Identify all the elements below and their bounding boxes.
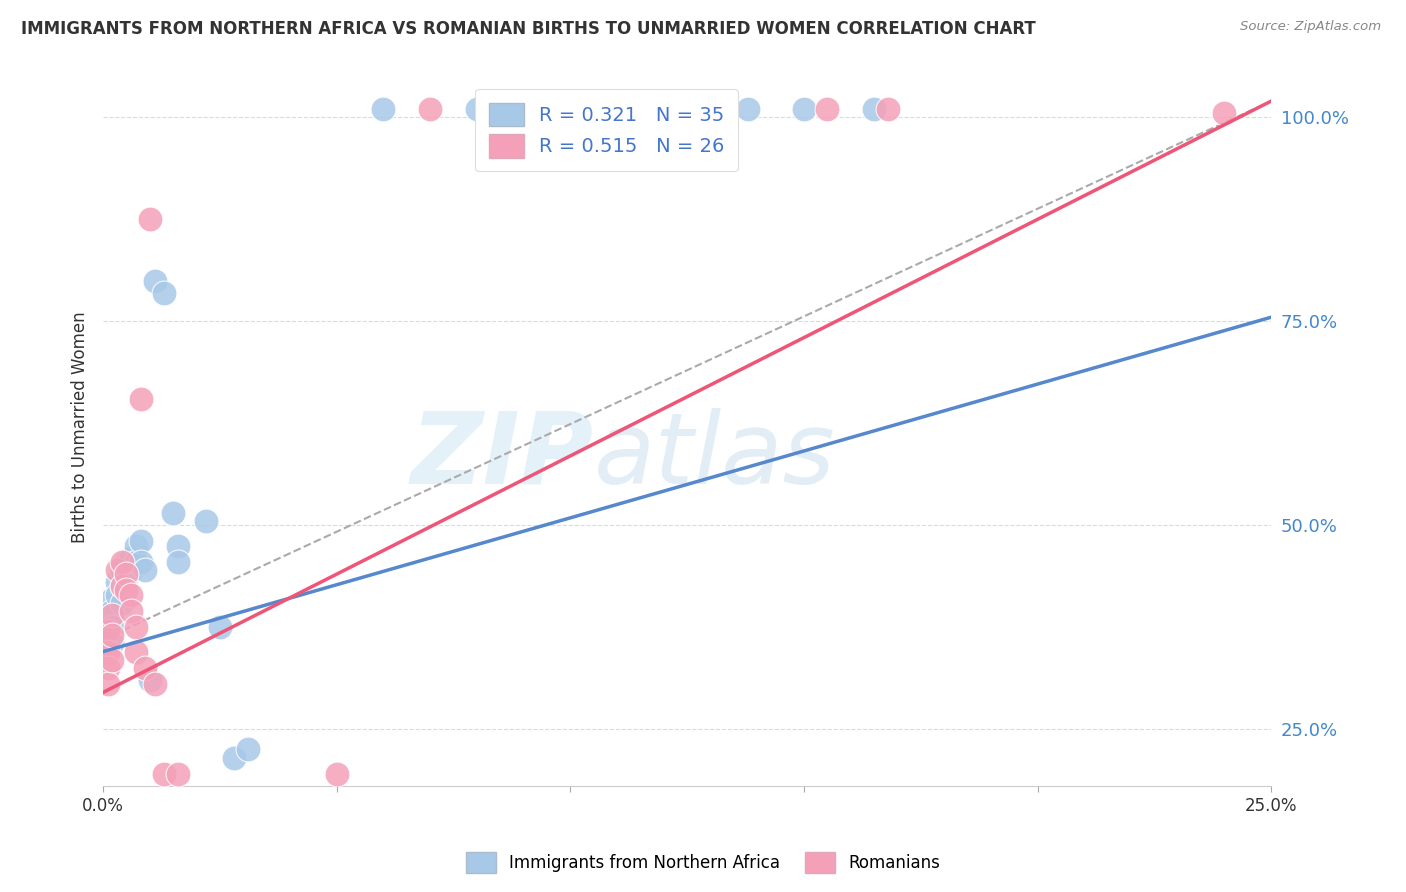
Point — [101, 620, 124, 634]
Point — [153, 767, 176, 781]
Point — [115, 567, 138, 582]
Point — [115, 583, 138, 598]
Point — [143, 677, 166, 691]
Point — [105, 563, 128, 577]
Point — [125, 620, 148, 634]
Point — [120, 604, 142, 618]
Point — [101, 628, 124, 642]
Point — [111, 579, 134, 593]
Point — [97, 661, 120, 675]
Point — [120, 550, 142, 565]
Point — [167, 767, 190, 781]
Point — [111, 579, 134, 593]
Point — [162, 807, 184, 822]
Point — [115, 571, 138, 585]
Point — [419, 103, 441, 117]
Point — [153, 285, 176, 300]
Text: ZIP: ZIP — [411, 408, 593, 505]
Point — [120, 563, 142, 577]
Point — [97, 628, 120, 642]
Point — [863, 103, 886, 117]
Point — [373, 103, 395, 117]
Point — [222, 750, 245, 764]
Point — [737, 103, 759, 117]
Point — [643, 103, 665, 117]
Point — [1213, 106, 1236, 120]
Point — [877, 103, 900, 117]
Point — [101, 636, 124, 650]
Point — [111, 596, 134, 610]
Point — [815, 103, 838, 117]
Point — [793, 103, 815, 117]
Point — [111, 555, 134, 569]
Point — [101, 591, 124, 606]
Point — [101, 604, 124, 618]
Point — [167, 555, 190, 569]
Point — [236, 742, 259, 756]
Point — [125, 555, 148, 569]
Point — [105, 587, 128, 601]
Point — [536, 824, 558, 838]
Point — [97, 644, 120, 658]
Point — [139, 673, 162, 687]
Point — [120, 587, 142, 601]
Point — [620, 103, 643, 117]
Point — [129, 534, 152, 549]
Point — [134, 563, 156, 577]
Point — [134, 661, 156, 675]
Point — [111, 563, 134, 577]
Point — [115, 555, 138, 569]
Point — [167, 539, 190, 553]
Text: IMMIGRANTS FROM NORTHERN AFRICA VS ROMANIAN BIRTHS TO UNMARRIED WOMEN CORRELATIO: IMMIGRANTS FROM NORTHERN AFRICA VS ROMAN… — [21, 20, 1036, 37]
Point — [578, 103, 600, 117]
Point — [208, 620, 231, 634]
Point — [105, 575, 128, 590]
Point — [162, 506, 184, 520]
Point — [101, 607, 124, 622]
Point — [512, 103, 534, 117]
Point — [97, 612, 120, 626]
Point — [125, 644, 148, 658]
Legend: R = 0.321   N = 35, R = 0.515   N = 26: R = 0.321 N = 35, R = 0.515 N = 26 — [475, 89, 738, 171]
Point — [465, 103, 488, 117]
Point — [97, 624, 120, 639]
Text: atlas: atlas — [593, 408, 835, 505]
Point — [97, 677, 120, 691]
Point — [129, 555, 152, 569]
Y-axis label: Births to Unmarried Women: Births to Unmarried Women — [72, 311, 89, 543]
Point — [139, 212, 162, 227]
Point — [550, 103, 572, 117]
Text: Source: ZipAtlas.com: Source: ZipAtlas.com — [1240, 20, 1381, 33]
Point — [325, 767, 347, 781]
Point — [194, 514, 217, 528]
Point — [125, 539, 148, 553]
Point — [494, 103, 516, 117]
Point — [143, 274, 166, 288]
Point — [129, 392, 152, 406]
Point — [101, 653, 124, 667]
Legend: Immigrants from Northern Africa, Romanians: Immigrants from Northern Africa, Romania… — [460, 846, 946, 880]
